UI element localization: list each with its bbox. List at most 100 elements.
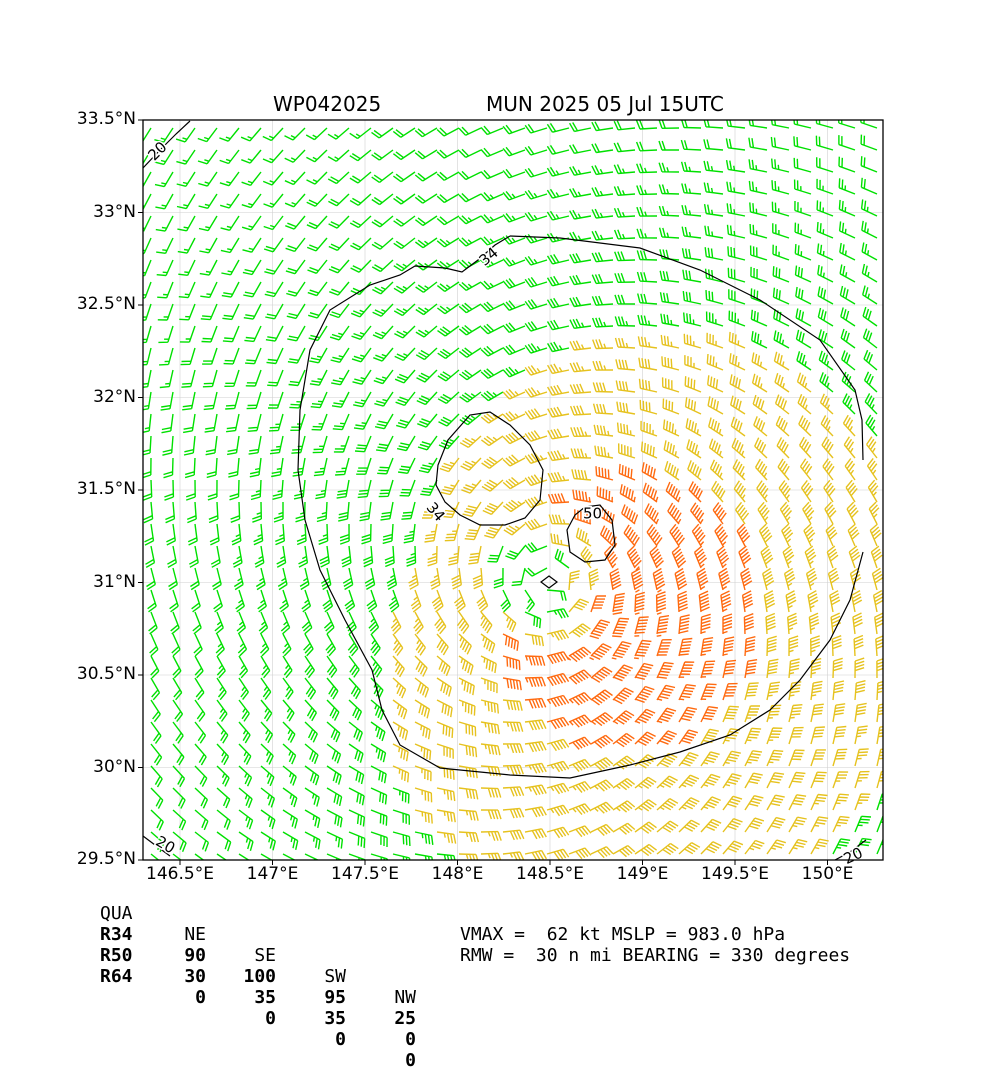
wind-barb — [150, 787, 164, 809]
wind-barb — [459, 391, 482, 403]
wind-barb — [296, 523, 307, 546]
wind-barb — [591, 121, 614, 132]
wind-barb — [613, 120, 636, 131]
wind-barb — [729, 353, 746, 371]
wind-barb — [614, 251, 636, 262]
wind-barb — [376, 435, 394, 452]
wind-barb — [200, 281, 218, 299]
wind-barb — [290, 413, 306, 431]
wind-barb — [876, 658, 883, 679]
wind-barb — [266, 347, 284, 365]
wind-barb — [179, 303, 196, 321]
wind-barb — [569, 340, 592, 351]
wind-barb — [392, 677, 407, 699]
lat-tick-label: 30°N — [93, 756, 136, 777]
contour-label: 34 — [423, 499, 449, 525]
wind-barb — [751, 352, 768, 371]
wind-barb — [424, 523, 438, 543]
wind-barb — [660, 313, 680, 327]
wind-barb — [260, 699, 273, 722]
wind-barb — [678, 751, 699, 767]
wind-barb — [839, 285, 856, 305]
lon-tick-label: 150°E — [801, 864, 854, 884]
wind-barb — [588, 568, 600, 591]
wind-barb — [436, 677, 452, 697]
wind-barb — [487, 545, 504, 563]
wind-barb — [436, 171, 460, 181]
wind-barb — [795, 308, 812, 327]
wind-barb — [238, 809, 254, 830]
wind-barb — [220, 237, 240, 254]
wind-barb — [214, 611, 224, 635]
wind-barb — [758, 523, 773, 547]
wind-barb — [287, 325, 306, 342]
wind-barb — [772, 287, 790, 305]
wind-barb — [844, 458, 856, 481]
wind-barb — [700, 706, 718, 723]
wind-barb — [524, 741, 547, 753]
wind-barb — [524, 784, 547, 796]
wind-barb — [215, 633, 225, 657]
storm-name-time-title: MUN 2025 05 Jul 15UTC — [486, 92, 724, 116]
wind-barb — [808, 612, 820, 635]
wind-barb — [374, 391, 394, 407]
wind-barb — [810, 749, 826, 767]
wind-barb — [634, 662, 654, 680]
wind-barb — [212, 567, 222, 591]
wind-barb — [785, 590, 797, 613]
wind-barb — [612, 822, 636, 835]
wind-barb — [860, 134, 878, 151]
wind-barb — [777, 458, 790, 481]
wind-barb — [568, 598, 590, 613]
wind-barb — [458, 259, 482, 269]
wind-barb — [480, 236, 504, 246]
wind-barb — [392, 127, 416, 138]
wind-barb — [436, 721, 454, 738]
wind-barb — [774, 394, 790, 415]
wind-barb — [722, 682, 738, 701]
wind-barb — [414, 765, 432, 782]
wind-barb — [150, 721, 162, 744]
wind-barb — [570, 426, 592, 437]
wind-barb — [815, 120, 834, 129]
wind-barb — [590, 689, 613, 706]
wind-barb — [524, 474, 548, 487]
wind-barb — [396, 435, 416, 452]
wind-barb — [876, 815, 883, 833]
wind-barb — [771, 201, 790, 217]
wind-barb — [414, 215, 438, 227]
wind-barb — [408, 567, 419, 590]
wind-barb — [241, 193, 262, 209]
wind-barb — [351, 347, 372, 363]
wind-barb — [194, 699, 206, 722]
wind-barb — [614, 337, 636, 349]
wind-barb — [459, 435, 482, 449]
wind-barb — [370, 721, 386, 742]
wind-barb — [458, 765, 478, 779]
wind-barb — [169, 589, 179, 613]
wind-barb — [436, 193, 460, 204]
wind-barb — [591, 252, 614, 263]
wind-barb — [722, 840, 744, 855]
wind-barb — [354, 435, 372, 453]
lat-tick-label: 33°N — [93, 201, 136, 222]
wind-barb — [876, 703, 883, 723]
wind-barb — [524, 611, 542, 629]
wind-barb — [687, 460, 702, 481]
wind-barb — [707, 375, 724, 393]
wind-barb — [480, 258, 504, 268]
wind-barb — [546, 254, 570, 265]
wind-barb — [854, 702, 867, 723]
wind-barb — [524, 255, 548, 266]
wind-barb — [661, 377, 680, 393]
wind-barb — [258, 611, 269, 635]
wind-barb — [292, 457, 306, 477]
wind-barb — [665, 481, 681, 503]
wind-barb — [415, 281, 438, 293]
wind-barb — [502, 124, 526, 135]
wind-barb — [793, 157, 812, 173]
wind-barb — [765, 612, 776, 635]
cell-nw: 0 — [405, 1050, 416, 1071]
wind-barb — [417, 413, 438, 428]
wind-barb — [392, 699, 408, 720]
